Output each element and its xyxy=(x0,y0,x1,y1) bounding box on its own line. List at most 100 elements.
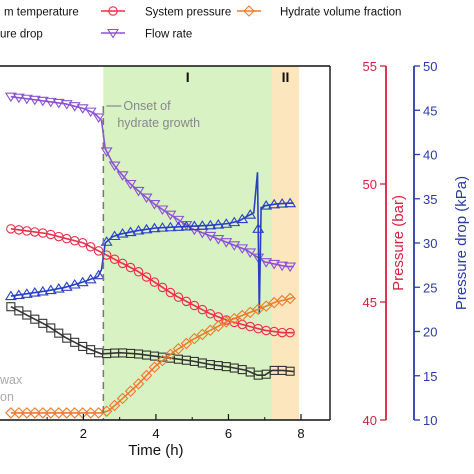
pressure-tick-label: 50 xyxy=(363,177,377,192)
series-fraction xyxy=(5,292,296,419)
point-drop xyxy=(108,230,121,241)
point-temp xyxy=(46,323,56,333)
point-flow xyxy=(36,96,49,107)
point-fraction xyxy=(84,407,97,419)
point-flow xyxy=(276,261,289,272)
point-drop xyxy=(44,284,57,295)
pressure-drop-tick-label: 45 xyxy=(423,103,437,118)
legend-item-temp: m temperature xyxy=(4,7,79,19)
legend-label: Hydrate volume fraction xyxy=(280,7,401,19)
point-pressure xyxy=(285,327,295,338)
pressure-drop-tick-label: 40 xyxy=(423,148,437,163)
point-pressure xyxy=(205,309,216,319)
point-drop xyxy=(132,224,145,235)
point-drop xyxy=(4,290,17,301)
pressure-drop-tick-label: 25 xyxy=(423,280,437,295)
point-pressure xyxy=(141,272,152,282)
point-drop xyxy=(228,216,241,227)
point-flow xyxy=(156,205,169,216)
point-fraction xyxy=(76,407,89,419)
point-fraction xyxy=(252,303,264,316)
point-flow xyxy=(116,171,129,181)
point-flow xyxy=(220,238,233,248)
point-fraction xyxy=(172,342,185,355)
point-flow xyxy=(52,98,65,109)
legend-item-drop: ure drop xyxy=(0,29,43,41)
pressure-drop-tick-label: 15 xyxy=(423,369,437,384)
point-fraction xyxy=(29,407,41,419)
point-flow xyxy=(140,193,153,204)
pressure-drop-tick-label: 10 xyxy=(423,413,437,428)
point-pressure xyxy=(157,282,168,293)
point-drop xyxy=(68,278,81,289)
point-fraction xyxy=(5,407,17,419)
point-flow xyxy=(132,186,145,197)
point-drop xyxy=(284,197,297,208)
point-flow xyxy=(4,92,17,103)
point-drop xyxy=(116,228,129,238)
point-fraction xyxy=(156,354,169,367)
point-drop xyxy=(220,218,233,228)
point-drop xyxy=(204,219,217,230)
point-drop xyxy=(164,221,177,232)
point-flow xyxy=(260,258,273,268)
point-fraction xyxy=(132,378,145,390)
point-fraction xyxy=(244,306,256,319)
point-flow xyxy=(28,95,41,106)
point-flow xyxy=(204,231,217,242)
region-2 xyxy=(271,66,300,420)
x-axis-label: Time (h) xyxy=(128,442,183,459)
point-fraction xyxy=(44,407,57,419)
legend-label: System pressure xyxy=(145,7,231,19)
point-drop xyxy=(188,220,201,231)
point-temp xyxy=(54,328,64,338)
legend-item-fraction: Hydrate volume fraction xyxy=(237,5,401,19)
point-fraction xyxy=(284,292,296,305)
point-fraction xyxy=(108,399,121,412)
legend-item-flow: Flow rate xyxy=(101,29,192,41)
point-flow xyxy=(284,262,297,273)
point-fraction xyxy=(52,407,65,419)
point-drop xyxy=(268,198,281,209)
point-flow xyxy=(44,97,57,108)
point-drop xyxy=(212,218,225,229)
point-fraction xyxy=(21,407,33,419)
series-line-fraction xyxy=(10,296,294,414)
region-label-ii: II xyxy=(282,69,290,85)
series-temp xyxy=(6,302,295,380)
point-fraction xyxy=(188,332,201,345)
point-pressure xyxy=(125,262,136,273)
legend-item-pressure: System pressure xyxy=(101,6,231,19)
point-fraction xyxy=(220,316,233,328)
point-drop xyxy=(60,281,73,291)
pressure-drop-tick-label: 20 xyxy=(423,325,437,340)
point-pressure xyxy=(133,267,144,277)
point-fraction xyxy=(140,369,153,382)
point-fraction xyxy=(228,312,241,325)
point-pressure xyxy=(109,254,120,264)
point-pressure xyxy=(117,258,128,269)
point-drop xyxy=(140,223,153,234)
point-drop xyxy=(260,200,273,210)
x-tick-label: 6 xyxy=(225,426,232,441)
point-flow xyxy=(124,179,137,190)
point-drop xyxy=(180,220,193,231)
point-drop xyxy=(252,223,265,233)
point-fraction xyxy=(60,407,73,419)
point-fraction xyxy=(180,337,193,350)
region-label-i: I xyxy=(186,69,190,85)
point-pressure xyxy=(189,300,200,311)
onset-label-line2: hydrate growth xyxy=(117,116,200,130)
point-fraction xyxy=(196,328,209,341)
point-pressure xyxy=(85,242,96,252)
point-drop xyxy=(276,197,289,208)
pressure-drop-axis-label: Pressure drop (kPa) xyxy=(453,176,470,310)
legend-label: ure drop xyxy=(0,29,43,41)
point-drop xyxy=(36,285,49,296)
x-tick-label: 8 xyxy=(297,426,304,441)
onset-label-line1: Onset of xyxy=(123,99,171,113)
point-drop xyxy=(172,221,185,231)
x-tick-label: 4 xyxy=(152,426,159,441)
point-flow xyxy=(164,210,177,221)
point-fraction xyxy=(116,392,129,405)
